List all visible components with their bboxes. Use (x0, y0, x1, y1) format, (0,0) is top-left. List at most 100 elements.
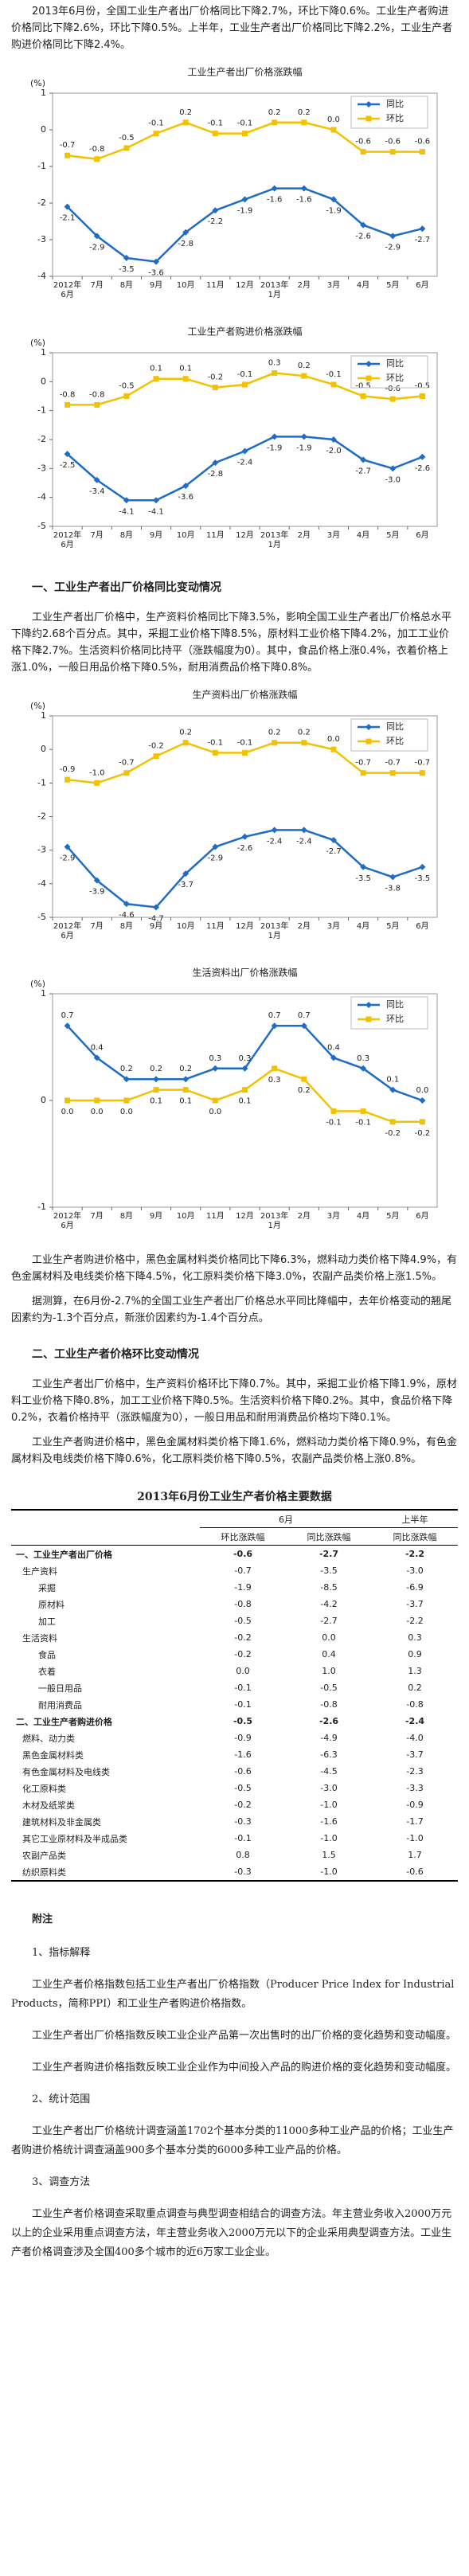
x-tick-label: 7月 (90, 922, 104, 931)
x-tick-label: 12月 (236, 922, 254, 931)
cell: -0.1 (234, 1833, 252, 1843)
data-label: 0.2 (298, 1086, 311, 1095)
data-label: -0.6 (385, 385, 401, 393)
x-tick-label: 7月 (90, 281, 104, 290)
point (94, 156, 100, 162)
point (123, 1076, 130, 1083)
point (272, 1065, 278, 1072)
y-tick-label: -5 (37, 521, 46, 531)
y-tick-label: -1 (37, 777, 46, 788)
data-label: 0.2 (268, 729, 281, 737)
cell: -2.4 (405, 1716, 425, 1726)
y-tick-label: -4 (37, 271, 46, 281)
data-label: -0.7 (355, 759, 371, 768)
point (93, 1054, 100, 1061)
y-tick-label: 1 (41, 347, 46, 358)
table-row: 一般日用品 -0.1 -0.5 0.2 (11, 1679, 458, 1696)
point (389, 149, 396, 155)
point (153, 753, 159, 760)
point (330, 837, 337, 844)
cell: -2.7 (319, 1549, 339, 1559)
table-row: 生产资料 -0.7 -3.5 -3.0 (11, 1562, 458, 1579)
row-label: 纺织原料类 (11, 1863, 200, 1882)
header-cell: 6月 (200, 1509, 372, 1528)
paragraph: 工业生产者购进价格中，黑色金属材料类价格下降1.6%，燃料动力类价格下降0.9%… (11, 1437, 458, 1465)
x-tick-label: 11月 (205, 281, 225, 290)
point (64, 152, 71, 158)
point (389, 874, 397, 881)
cell: -0.5 (320, 1683, 338, 1693)
x-tick-label: 2012年 6月 (53, 922, 82, 940)
row-label: 建筑材料及非金属类 (22, 1816, 101, 1827)
legend-marker (365, 724, 372, 730)
notes: 附注 1、指标解释 工业生产者价格指数包括工业生产者出厂价格指数（Producer… (11, 1910, 458, 2262)
legend-marker (365, 1016, 372, 1022)
cell: -0.5 (234, 1783, 252, 1793)
table-row: 其它工业原材料及半成品类 -0.1 -1.0 -1.0 (11, 1830, 458, 1847)
data-label: 0.3 (239, 1054, 252, 1063)
data-label: -2.7 (326, 847, 342, 856)
x-tick-label: 2月 (297, 281, 311, 290)
data-label: -0.8 (89, 390, 105, 399)
data-label: 0.0 (209, 1108, 221, 1116)
data-label: -3.5 (355, 874, 371, 883)
cell: -2.6 (319, 1716, 339, 1726)
note-heading: 2、统计范围 (32, 2093, 91, 2105)
cell: -0.8 (406, 1699, 424, 1710)
x-tick-label: 9月 (149, 531, 163, 540)
y-tick-label: 1 (41, 710, 46, 721)
point (419, 149, 425, 155)
data-label: -3.6 (178, 493, 193, 502)
cell: -3.3 (406, 1783, 424, 1793)
x-tick-label: 10月 (176, 281, 195, 290)
point (64, 1097, 71, 1104)
point (93, 233, 100, 240)
data-label: -0.9 (60, 765, 76, 774)
y-tick-label: -5 (37, 912, 46, 922)
point (182, 483, 190, 490)
cell: -0.6 (233, 1549, 253, 1559)
x-tick-label: 2月 (297, 531, 311, 540)
point (212, 131, 218, 137)
point (153, 131, 159, 137)
data-label: -0.2 (148, 742, 164, 751)
data-label: -2.7 (415, 236, 431, 244)
data-label: -4.7 (148, 914, 164, 923)
data-label: -0.1 (237, 738, 253, 747)
table-row: 采掘 -1.9 -8.5 -6.9 (11, 1579, 458, 1596)
note-heading: 3、调查方法 (32, 2176, 91, 2188)
row-label: 食品 (38, 1649, 56, 1660)
y-tick-label: -3 (37, 845, 46, 855)
data-label: -2.6 (415, 464, 431, 473)
chart: 生产资料出厂价格涨跌幅 (%) 1 0 -1 -2 -3 -4 -5 -2.9 -3.9 -4.6 -4… (11, 684, 458, 951)
point (153, 1076, 160, 1083)
point (389, 770, 396, 776)
data-label: -1.9 (296, 444, 312, 452)
x-tick-label: 4月 (356, 922, 370, 931)
chart-title: 生产资料出厂价格涨跌幅 (192, 689, 297, 701)
table-body: 一、工业生产者出厂价格 -0.6 -2.7 -2.2 生产资料 -0.7 -3.5 -3.0 采… (11, 1546, 458, 1882)
point (330, 746, 337, 752)
x-tick-label: 3月 (326, 531, 341, 540)
point (389, 465, 397, 472)
cell: 0.3 (408, 1632, 422, 1643)
x-tick-label: 5月 (386, 922, 400, 931)
x-tick-label: 5月 (386, 531, 400, 540)
data-label: 0.3 (268, 358, 281, 367)
legend-label: 同比 (386, 999, 404, 1010)
paragraph: 据测算，在6月份-2.7%的全国工业生产者出厂价格总水平同比降幅中，去年价格变动… (11, 1296, 451, 1324)
row-label: 衣着 (38, 1666, 56, 1677)
x-tick-label: 2013年 1月 (260, 922, 289, 940)
chart: 工业生产者购进价格涨跌幅 (%) 1 0 -1 -2 -3 -4 -5 -2.5 -3.4 -4.1 -… (11, 321, 458, 560)
x-tick-label: 4月 (356, 531, 370, 540)
data-label: -2.6 (355, 233, 371, 241)
cell: -1.7 (406, 1816, 424, 1827)
cell: 0.0 (322, 1632, 336, 1643)
x-tick-label: 4月 (356, 281, 370, 290)
header-cell: 同比涨跌幅 (372, 1527, 458, 1546)
legend-marker (365, 115, 372, 122)
point (419, 1097, 426, 1104)
table-row: 食品 -0.2 0.4 0.9 (11, 1646, 458, 1663)
x-tick-label: 11月 (205, 922, 225, 931)
data-label: 0.2 (179, 729, 192, 737)
